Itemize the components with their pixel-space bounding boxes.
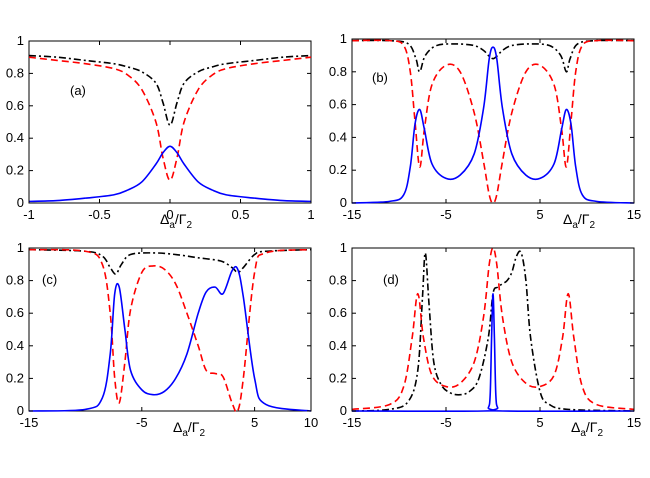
panel-label: (a) [70,83,86,98]
y-tick-label: 0.4 [329,338,347,353]
y-tick-label: 1 [17,33,24,48]
x-tick-label: -5 [440,207,452,222]
series-line-dashdot [29,250,311,274]
x-tick-label: 15 [627,207,641,222]
y-tick-label: 0.6 [329,305,347,320]
y-tick-label: 0.4 [329,129,347,144]
panel-label: (d) [383,272,399,287]
series-line-dashed [29,57,311,180]
y-tick-label: 0.8 [6,65,24,80]
y-tick-label: 0.8 [329,273,347,288]
panel-label: (b) [372,70,388,85]
panel-d: 00.20.40.60.81-15-5515 (d) Δa/Γ2 [329,240,641,439]
plot-frame [352,39,634,203]
x-tick-label: 10 [304,415,318,430]
y-tick-label: 0.6 [329,97,347,112]
y-tick-label: 0.2 [6,370,24,385]
y-tick-label: 0.4 [6,130,24,145]
panel-a: 00.20.40.60.81-1-0.500.51 (a) Δa/Γ2 [6,33,315,231]
series-line-solid [352,47,634,203]
x-tick-label: -0.5 [88,207,110,222]
plot-frame [29,41,311,203]
y-tick-label: 0.4 [6,338,24,353]
y-tick-label: 0.6 [6,305,24,320]
panel-label: (c) [42,272,57,287]
y-tick-label: 0.6 [6,98,24,113]
y-tick-label: 1 [17,240,24,255]
y-tick-label: 0.2 [6,163,24,178]
x-tick-label: 5 [536,207,543,222]
x-axis-label: Δa/Γ2 [160,211,193,231]
x-tick-label: -15 [343,415,362,430]
x-tick-label: -15 [343,207,362,222]
x-axis-label: Δa/Γ2 [173,419,206,439]
x-axis-label: Δa/Γ2 [571,419,604,439]
x-tick-label: -5 [136,415,148,430]
y-tick-label: 0.8 [6,273,24,288]
series-line-dashed [29,250,311,413]
x-tick-label: 5 [536,415,543,430]
series-line-solid [29,146,311,201]
series-line-dashed [352,40,634,203]
y-tick-label: 0.2 [329,162,347,177]
series-line-solid [352,294,634,412]
y-tick-label: 1 [340,240,347,255]
figure-canvas: 00.20.40.60.81-1-0.500.51 (a) Δa/Γ2 00.2… [0,0,650,478]
y-tick-label: 0.2 [329,370,347,385]
x-tick-label: -15 [20,415,39,430]
series-line-solid [29,267,311,411]
x-tick-label: -5 [440,415,452,430]
y-tick-label: 1 [340,31,347,46]
x-tick-label: 15 [627,415,641,430]
x-tick-label: -1 [23,207,35,222]
panel-b: 00.20.40.60.81-15-5515 (b) Δa/Γ2 [329,31,641,231]
x-tick-label: 0.5 [231,207,249,222]
series-line-dashdot [352,40,634,71]
y-tick-label: 0.8 [329,64,347,79]
x-tick-label: 5 [251,415,258,430]
panel-c: 00.20.40.60.81-15-5510 (c) Δa/Γ2 [6,240,318,439]
x-axis-label: Δa/Γ2 [563,211,596,231]
x-tick-label: 1 [307,207,314,222]
